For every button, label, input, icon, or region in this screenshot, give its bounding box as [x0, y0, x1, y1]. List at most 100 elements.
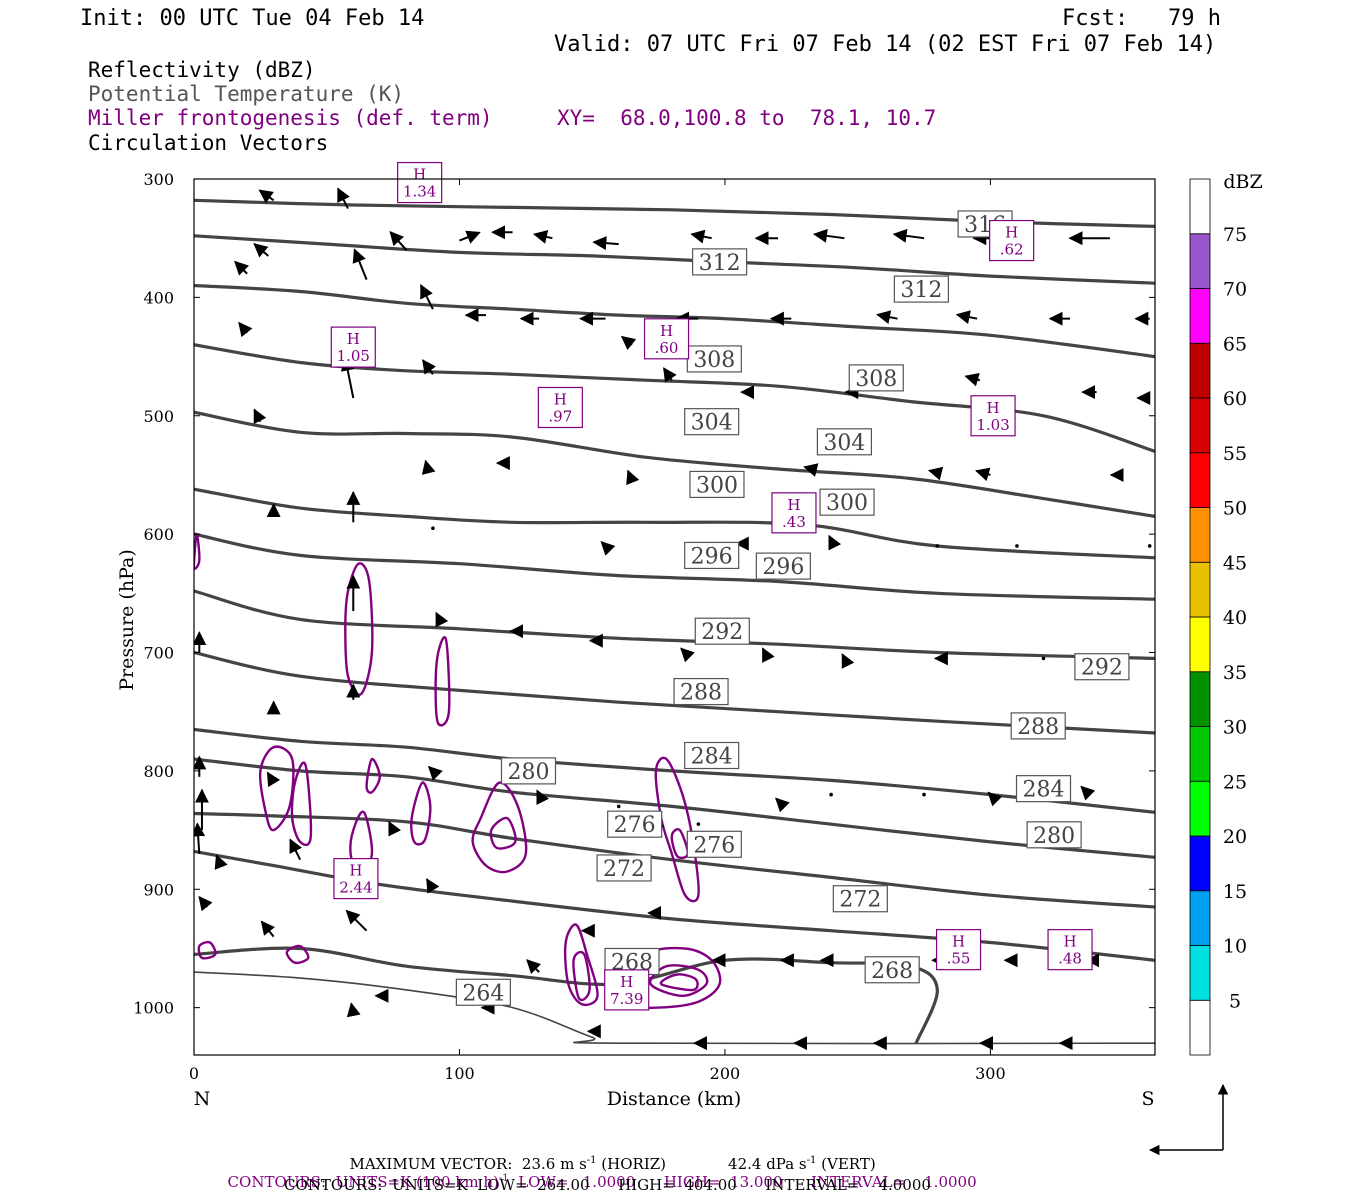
- x-tick-0: 0: [189, 1064, 199, 1083]
- theta-label-9: 296: [684, 541, 740, 569]
- svg-text:272: 272: [839, 888, 881, 913]
- fronto-max-label-5: H1.03: [970, 395, 1016, 437]
- fronto-contour-18: [194, 532, 201, 570]
- colorbar-seg-7: [1189, 616, 1211, 673]
- svg-text:304: 304: [691, 411, 733, 436]
- theta-contour-284-9: [194, 727, 1155, 814]
- fronto-contour-1: [434, 636, 451, 727]
- vector-62: [1041, 656, 1046, 661]
- vector-4: [533, 230, 553, 244]
- y-tick-600: 600: [143, 525, 174, 544]
- theta-label-8: 300: [819, 488, 875, 516]
- x-tick-200: 200: [710, 1064, 741, 1083]
- colorbar-level-25: 25: [1223, 771, 1247, 793]
- vector-83: [198, 895, 213, 912]
- theta-label-15: 284: [684, 741, 740, 770]
- y-tick-800: 800: [143, 762, 174, 781]
- svg-text:288: 288: [1017, 715, 1059, 740]
- vector-81: [987, 791, 1003, 807]
- theta-contour-304-4: [194, 410, 1155, 518]
- svg-text:.97: .97: [548, 407, 572, 425]
- fronto-contour-12: [572, 950, 591, 1002]
- theta-label-4: 308: [848, 364, 904, 392]
- theta-label-10: 296: [755, 552, 811, 580]
- svg-text:.62: .62: [1000, 241, 1024, 259]
- svg-text:H: H: [1005, 224, 1018, 242]
- dbz-colorbar: 5 10 15 20 25 30 35 40 45 50 55 60 65 70 75: [1189, 178, 1247, 1056]
- vector-55: [435, 611, 449, 628]
- theta-contour-300-5: [194, 487, 1155, 560]
- colorbar-level-20: 20: [1223, 826, 1247, 848]
- vector-9: [892, 228, 925, 243]
- vector-41: [927, 466, 944, 481]
- vector-36: [253, 408, 267, 425]
- colorbar-seg-1: [1189, 945, 1211, 1001]
- theta-label-14: 288: [1010, 712, 1066, 740]
- vector-40: [803, 463, 819, 477]
- theta-contour-288-8: [194, 650, 1155, 735]
- theta-label-17: 280: [500, 757, 557, 785]
- fronto-contour-8: [489, 816, 517, 850]
- colorbar-level-35: 35: [1223, 662, 1247, 684]
- y-axis-label: Pressure (hPa): [116, 549, 138, 691]
- theta-label-18: 280: [1026, 821, 1082, 849]
- colorbar-level-40: 40: [1223, 607, 1247, 629]
- svg-text:292: 292: [701, 620, 743, 645]
- fronto-contour-4: [290, 761, 313, 847]
- vector-28: [422, 359, 436, 375]
- legend-theta: Potential Temperature (K): [88, 82, 405, 106]
- vector-47: [600, 540, 616, 556]
- y-tick-400: 400: [143, 288, 174, 307]
- fronto-contour-7: [471, 781, 528, 874]
- theta-contour-264-14: [194, 971, 1155, 1045]
- theta-label-20: 276: [686, 830, 742, 858]
- theta-label-16: 284: [1015, 775, 1072, 803]
- colorbar-seg-8: [1189, 561, 1211, 618]
- vector-103: [346, 1002, 361, 1018]
- y-tick-900: 900: [143, 880, 174, 899]
- vector-8: [813, 228, 845, 243]
- theta-contour-296-6: [194, 532, 1155, 601]
- colorbar-seg-14: [1189, 233, 1211, 289]
- colorbar-seg-0: [1189, 999, 1211, 1056]
- svg-text:308: 308: [693, 348, 735, 373]
- svg-text:300: 300: [826, 491, 868, 516]
- svg-text:296: 296: [691, 544, 733, 569]
- vector-80: [922, 792, 926, 797]
- vector-2: [459, 230, 481, 244]
- colorbar-level-50: 50: [1223, 498, 1247, 520]
- fronto-contour-10: [670, 827, 689, 860]
- axes: 300 400 500 600 700 800 900 1000 0 100 200 300: [133, 170, 1155, 1083]
- theta-contour-312-1: [194, 234, 1155, 285]
- colorbar-level-70: 70: [1223, 279, 1247, 301]
- theta-label-11: 292: [694, 617, 750, 645]
- theta-label-21: 272: [596, 854, 652, 882]
- vector-16: [420, 283, 434, 310]
- fronto-max-label-9: H.48: [1047, 929, 1093, 971]
- vector-78: [775, 797, 790, 813]
- fronto-contour-2: [365, 757, 382, 794]
- theta-label-3: 308: [686, 345, 742, 373]
- fronto-contour-14: [649, 964, 709, 998]
- y-tick-300: 300: [143, 170, 174, 189]
- vector-49: [828, 534, 842, 551]
- theta-label-19: 276: [607, 810, 663, 838]
- svg-text:H: H: [787, 496, 800, 514]
- fronto-contour-0: [344, 562, 374, 696]
- fronto-max-label-7: H2.44: [333, 858, 379, 900]
- theta-label-13: 288: [673, 677, 729, 706]
- svg-text:276: 276: [614, 813, 656, 838]
- svg-text:280: 280: [1033, 824, 1075, 849]
- svg-text:H: H: [987, 399, 1000, 417]
- colorbar-level-15: 15: [1223, 881, 1247, 903]
- footer-theta-contours: CONTOURS: UNITS=K LOW= 264.00 HIGH= 404.…: [284, 1176, 931, 1194]
- vector-39: [626, 469, 640, 486]
- legend-circulation: Circulation Vectors: [88, 131, 329, 155]
- colorbar-seg-4: [1189, 780, 1211, 837]
- svg-text:.55: .55: [947, 950, 971, 968]
- vector-30: [663, 367, 677, 383]
- svg-text:.48: .48: [1058, 950, 1082, 968]
- vector-0: [253, 243, 269, 258]
